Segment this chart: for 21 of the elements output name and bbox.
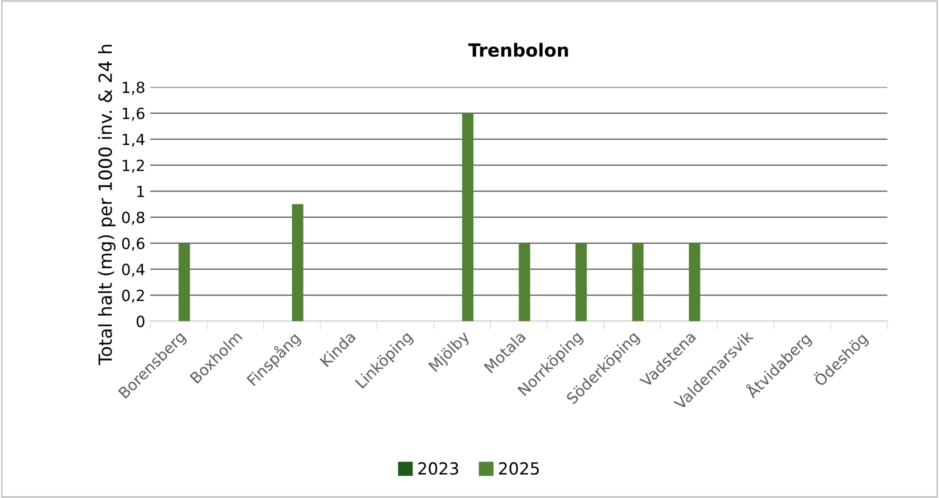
y-tick-label: 1,4 bbox=[122, 134, 145, 147]
y-tick-label: 1 bbox=[137, 186, 144, 197]
y-tick-label: 0,6 bbox=[122, 238, 144, 251]
bar bbox=[462, 113, 474, 322]
legend-label: 2025 bbox=[499, 462, 539, 475]
y-tick-label: 0,2 bbox=[122, 290, 144, 303]
bar bbox=[518, 243, 530, 322]
bar bbox=[292, 204, 304, 322]
chart-title: Trenbolon bbox=[468, 42, 568, 57]
y-axis-title: Total halt (mg) per 1000 inv. & 24 h bbox=[98, 44, 116, 366]
legend-label: 2023 bbox=[418, 462, 458, 475]
y-tick-label: 0,4 bbox=[122, 264, 145, 277]
y-tick-label: 0,8 bbox=[122, 212, 144, 225]
bar bbox=[178, 243, 190, 322]
bar bbox=[576, 243, 587, 322]
y-tick-label: 1,8 bbox=[122, 82, 144, 95]
bar bbox=[632, 243, 644, 322]
bar bbox=[688, 243, 700, 322]
y-tick-label: 0 bbox=[136, 316, 144, 328]
y-tick-label: 1,2 bbox=[122, 160, 144, 173]
y-tick-label: 1,6 bbox=[122, 108, 144, 121]
